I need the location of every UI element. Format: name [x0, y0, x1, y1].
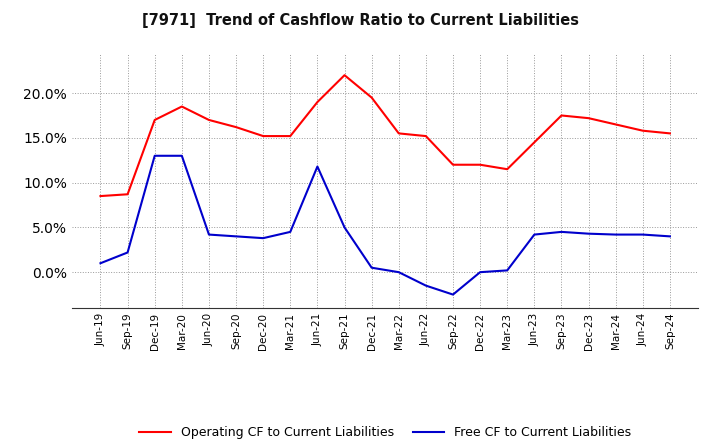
- Free CF to Current Liabilities: [530, 232, 539, 237]
- Operating CF to Current Liabilities: [313, 99, 322, 105]
- Operating CF to Current Liabilities: [584, 116, 593, 121]
- Operating CF to Current Liabilities: [286, 133, 294, 139]
- Operating CF to Current Liabilities: [503, 167, 511, 172]
- Free CF to Current Liabilities: [639, 232, 647, 237]
- Legend: Operating CF to Current Liabilities, Free CF to Current Liabilities: Operating CF to Current Liabilities, Fre…: [135, 422, 636, 440]
- Operating CF to Current Liabilities: [367, 95, 376, 100]
- Text: [7971]  Trend of Cashflow Ratio to Current Liabilities: [7971] Trend of Cashflow Ratio to Curren…: [142, 13, 578, 28]
- Free CF to Current Liabilities: [232, 234, 240, 239]
- Operating CF to Current Liabilities: [449, 162, 457, 167]
- Operating CF to Current Liabilities: [204, 117, 213, 123]
- Free CF to Current Liabilities: [395, 270, 403, 275]
- Free CF to Current Liabilities: [150, 153, 159, 158]
- Free CF to Current Liabilities: [204, 232, 213, 237]
- Free CF to Current Liabilities: [476, 270, 485, 275]
- Operating CF to Current Liabilities: [96, 194, 105, 199]
- Free CF to Current Liabilities: [449, 292, 457, 297]
- Free CF to Current Liabilities: [611, 232, 620, 237]
- Line: Operating CF to Current Liabilities: Operating CF to Current Liabilities: [101, 75, 670, 196]
- Operating CF to Current Liabilities: [232, 125, 240, 130]
- Operating CF to Current Liabilities: [557, 113, 566, 118]
- Operating CF to Current Liabilities: [421, 133, 430, 139]
- Free CF to Current Liabilities: [341, 225, 349, 230]
- Free CF to Current Liabilities: [584, 231, 593, 236]
- Operating CF to Current Liabilities: [611, 122, 620, 127]
- Free CF to Current Liabilities: [286, 229, 294, 235]
- Operating CF to Current Liabilities: [341, 73, 349, 78]
- Operating CF to Current Liabilities: [259, 133, 268, 139]
- Free CF to Current Liabilities: [367, 265, 376, 270]
- Operating CF to Current Liabilities: [639, 128, 647, 133]
- Free CF to Current Liabilities: [503, 268, 511, 273]
- Operating CF to Current Liabilities: [476, 162, 485, 167]
- Free CF to Current Liabilities: [557, 229, 566, 235]
- Operating CF to Current Liabilities: [530, 140, 539, 145]
- Operating CF to Current Liabilities: [178, 104, 186, 109]
- Free CF to Current Liabilities: [96, 260, 105, 266]
- Operating CF to Current Liabilities: [123, 192, 132, 197]
- Free CF to Current Liabilities: [178, 153, 186, 158]
- Free CF to Current Liabilities: [665, 234, 674, 239]
- Line: Free CF to Current Liabilities: Free CF to Current Liabilities: [101, 156, 670, 294]
- Free CF to Current Liabilities: [123, 250, 132, 255]
- Operating CF to Current Liabilities: [665, 131, 674, 136]
- Free CF to Current Liabilities: [259, 235, 268, 241]
- Operating CF to Current Liabilities: [150, 117, 159, 123]
- Free CF to Current Liabilities: [421, 283, 430, 288]
- Free CF to Current Liabilities: [313, 164, 322, 169]
- Operating CF to Current Liabilities: [395, 131, 403, 136]
